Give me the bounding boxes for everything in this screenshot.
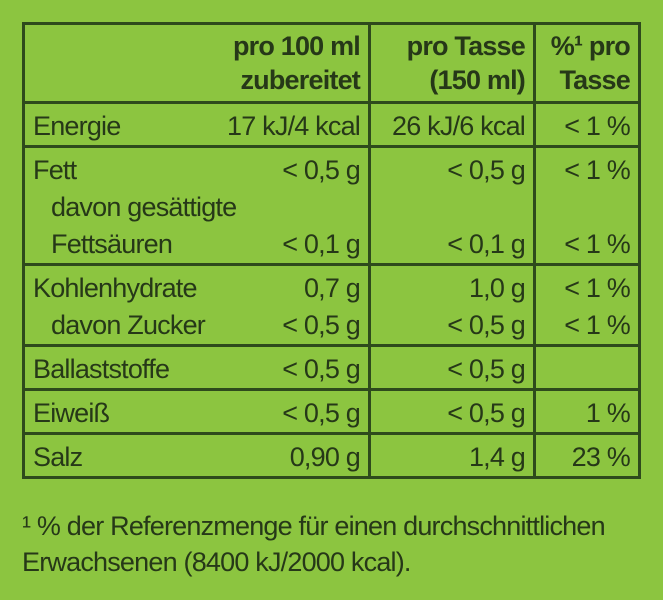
row: Fett davon gesättigte Fettsäuren < 0,5 g < … (23, 145, 640, 265)
value: 1,4 g (468, 442, 526, 472)
footnote-line: Erwachsenen (8400 kJ/2000 kcal). (22, 547, 411, 577)
value: < 1 % (564, 310, 631, 340)
value: < 1 % (564, 155, 631, 185)
label: Fett (33, 155, 77, 185)
value: < 0,5 g (447, 398, 526, 428)
footnote-line: ¹ % der Referenzmenge für einen durchsch… (22, 511, 606, 541)
value: < 0,5 g (447, 155, 526, 185)
header-row: pro 100 ml zubereitet pro Tasse (150 ml) %… (24, 23, 640, 103)
value: 0,90 g (289, 442, 361, 472)
value: < 0,5 g (447, 310, 526, 340)
value: 23 % (571, 442, 631, 472)
value: < 0,1 g (282, 229, 361, 259)
label: Salz (33, 442, 83, 472)
header-text: pro Tasse (406, 31, 526, 61)
value: < 1 % (564, 111, 631, 141)
header-text: zubereitet (240, 65, 360, 95)
header-text: pro 100 ml (232, 31, 361, 61)
footnote: ¹ % der Referenzmenge für einen durchsch… (22, 508, 606, 580)
label: Fettsäuren (51, 229, 173, 259)
value: 1,0 g (468, 273, 526, 303)
value: < 0,1 g (447, 229, 526, 259)
header-text: %¹ pro (550, 31, 631, 61)
value: < 0,5 g (282, 155, 361, 185)
label: Eiweiß (33, 398, 110, 428)
value: < 0,5 g (447, 354, 526, 384)
label: Kohlenhydrate (33, 273, 198, 303)
row: Eiweiß < 0,5 g < 0,5 g 1 % (23, 388, 640, 434)
row: Energie 17 kJ/4 kcal 26 kJ/6 kcal < 1 % (23, 101, 640, 147)
label: Ballaststoffe (33, 354, 170, 384)
header-cell: %¹ pro Tasse (533, 23, 640, 103)
nutrition-table: pro 100 ml zubereitet pro Tasse (150 ml) %… (22, 22, 641, 479)
value: < 1 % (564, 229, 631, 259)
label: davon Zucker (51, 310, 206, 340)
row: Ballaststoffe < 0,5 g < 0,5 g (23, 344, 640, 390)
label: davon gesättigte (51, 192, 237, 222)
value: < 1 % (564, 273, 631, 303)
value: 17 kJ/4 kcal (227, 111, 361, 141)
value: 1 % (585, 398, 631, 428)
row: Kohlenhydrate davon Zucker 0,7 g < 0,5 g 1… (23, 263, 640, 346)
value: < 0,5 g (282, 398, 361, 428)
value: < 0,5 g (282, 354, 361, 384)
value: 0,7 g (303, 273, 361, 303)
header-text: Tasse (559, 65, 630, 95)
label: Energie (33, 111, 121, 141)
row: Salz 0,90 g 1,4 g 23 % (23, 432, 640, 478)
value: < 0,5 g (282, 310, 361, 340)
value: 26 kJ/6 kcal (392, 111, 526, 141)
header-text: (150 ml) (429, 65, 525, 95)
header-cell: pro Tasse (150 ml) (368, 23, 535, 103)
header-cell: pro 100 ml zubereitet (214, 24, 370, 103)
